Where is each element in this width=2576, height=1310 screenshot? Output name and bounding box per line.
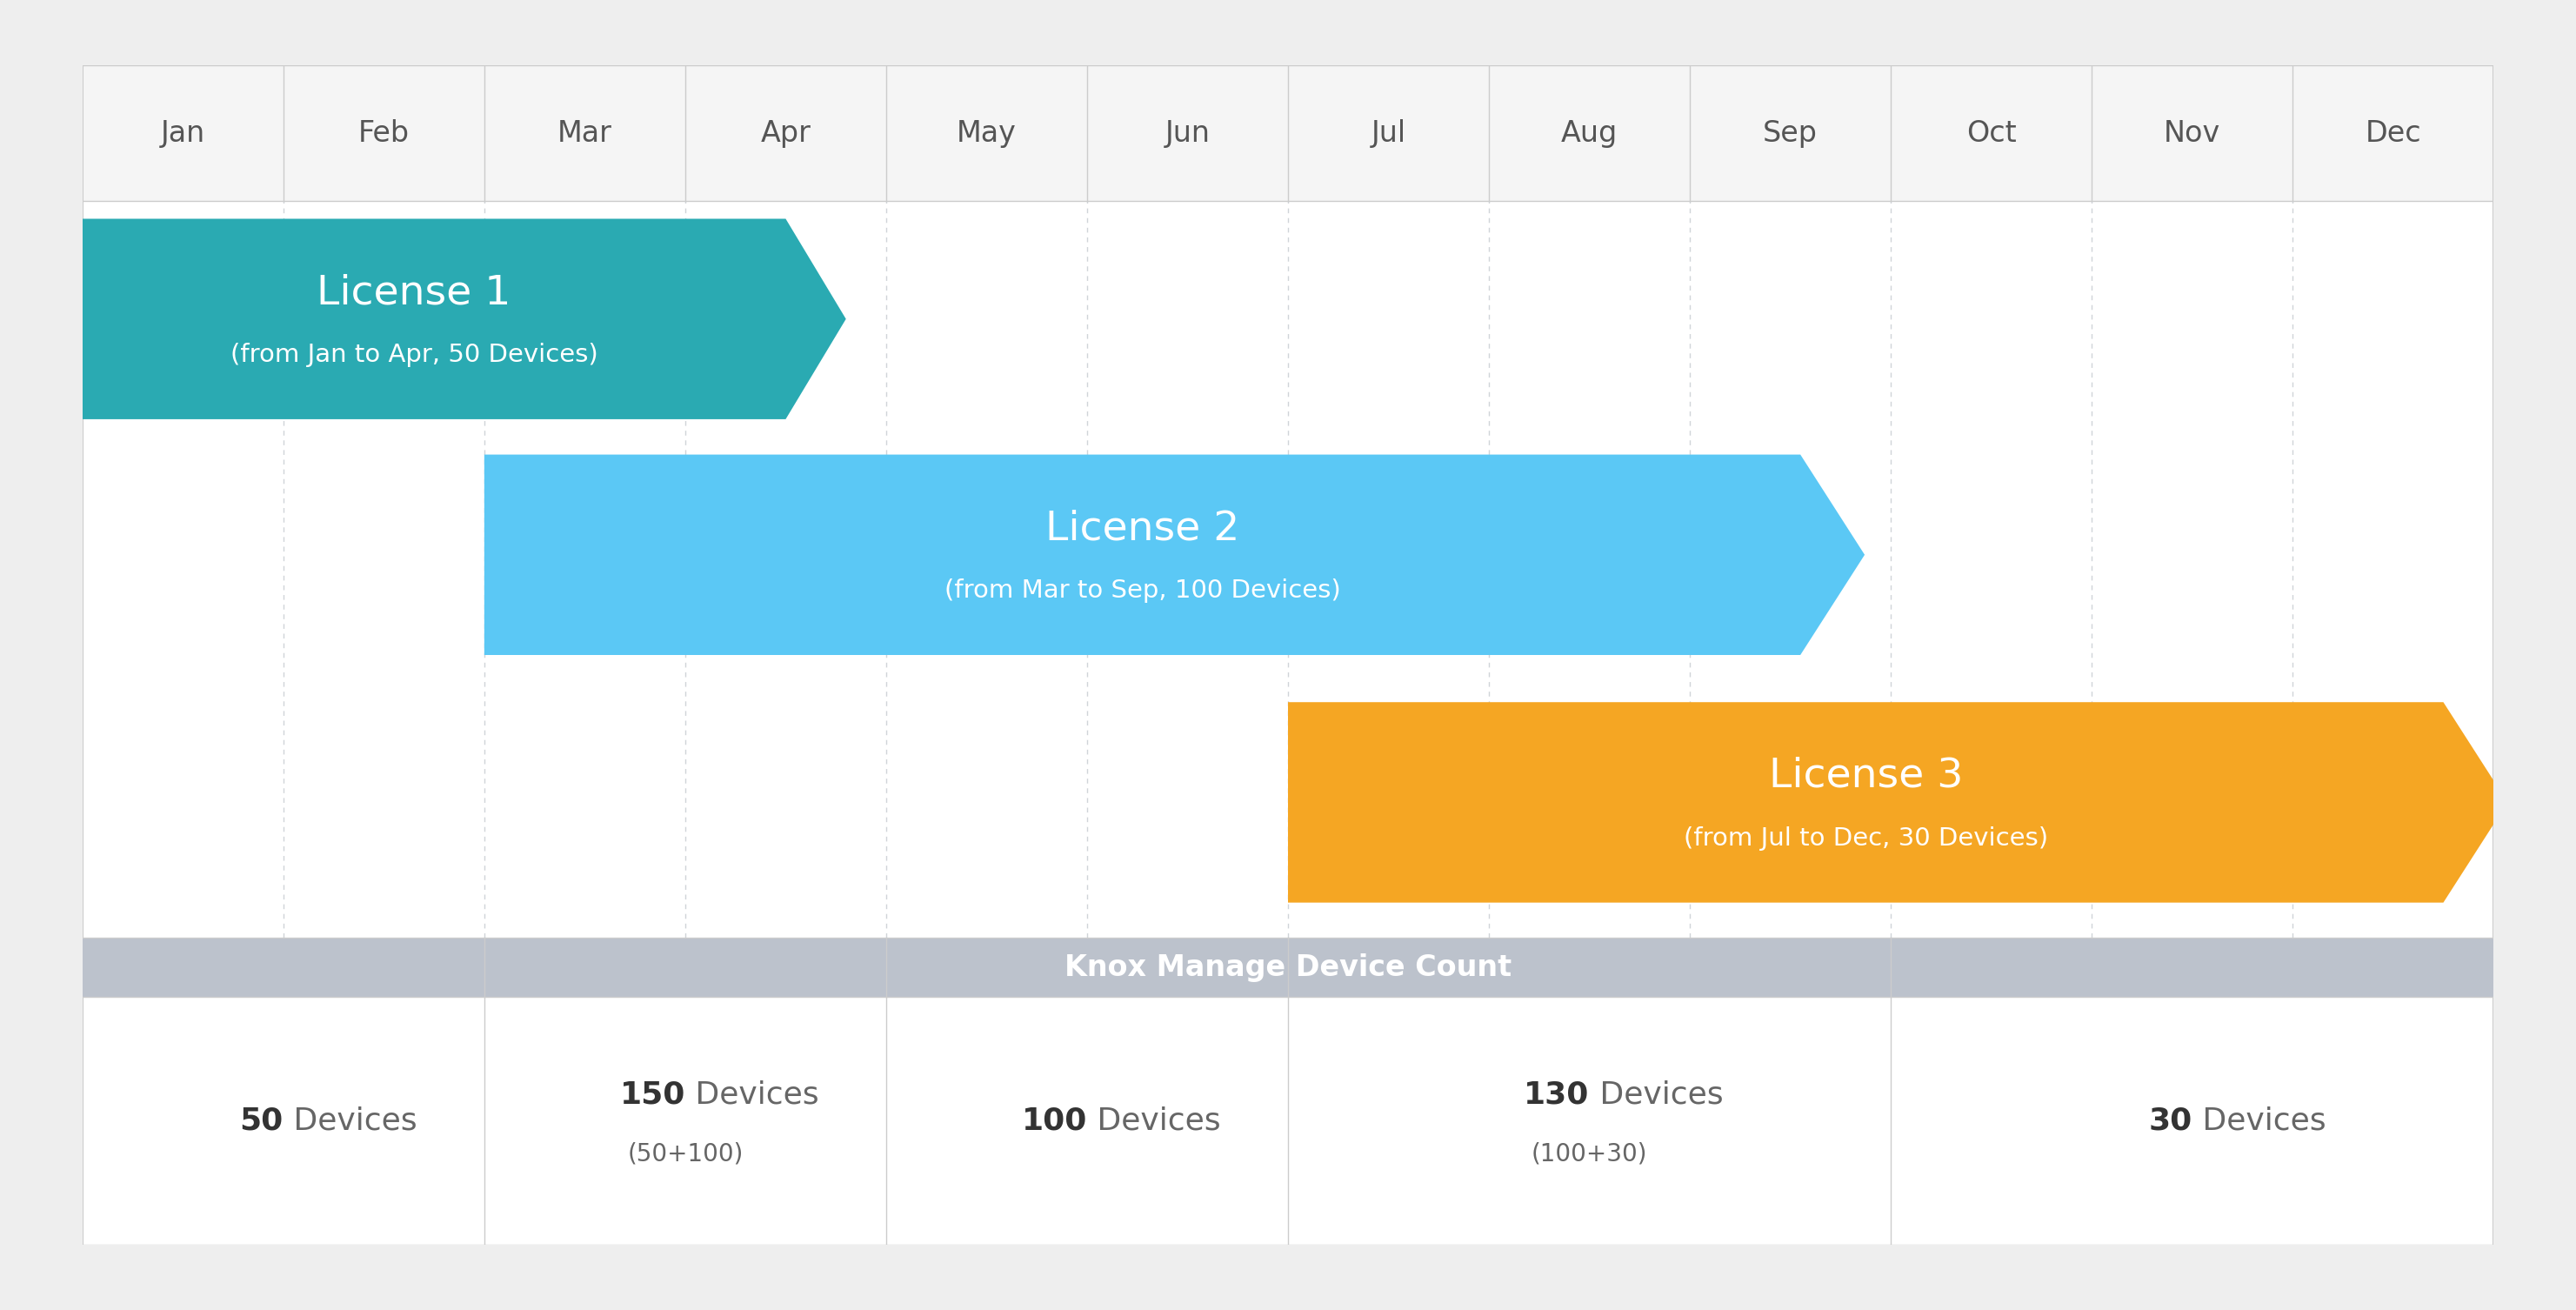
Text: (50+100): (50+100) [626, 1141, 744, 1166]
Bar [82, 66, 2494, 200]
Text: Aug: Aug [1561, 119, 1618, 148]
Text: 30: 30 [2148, 1106, 2192, 1136]
Text: 130: 130 [1525, 1079, 1589, 1110]
Text: 50: 50 [240, 1106, 283, 1136]
Text: Sep: Sep [1762, 119, 1819, 148]
Text: (from Mar to Sep, 100 Devices): (from Mar to Sep, 100 Devices) [945, 579, 1340, 603]
Text: Knox Manage Device Count: Knox Manage Device Count [1064, 954, 1512, 981]
Text: 150: 150 [621, 1079, 685, 1110]
Text: Devices: Devices [283, 1106, 417, 1136]
Text: Apr: Apr [760, 119, 811, 148]
Text: License 2: License 2 [1046, 510, 1239, 549]
Text: License 3: License 3 [1770, 757, 1963, 796]
Text: Devices: Devices [1087, 1106, 1221, 1136]
Bar [82, 938, 2494, 997]
Text: (from Jan to Apr, 50 Devices): (from Jan to Apr, 50 Devices) [229, 343, 598, 367]
Text: 100: 100 [1023, 1106, 1087, 1136]
Text: (from Jul to Dec, 30 Devices): (from Jul to Dec, 30 Devices) [1682, 827, 2048, 850]
Text: Oct: Oct [1965, 119, 2017, 148]
Text: (100+30): (100+30) [1530, 1141, 1649, 1166]
Text: Devices: Devices [685, 1079, 819, 1110]
Text: License 1: License 1 [317, 274, 510, 313]
Polygon shape [1288, 702, 2506, 903]
Text: Mar: Mar [556, 119, 613, 148]
Text: Feb: Feb [358, 119, 410, 148]
Polygon shape [82, 219, 845, 419]
Text: Nov: Nov [2164, 119, 2221, 148]
Text: Jun: Jun [1164, 119, 1211, 148]
Text: Devices: Devices [1589, 1079, 1723, 1110]
Text: May: May [956, 119, 1018, 148]
Polygon shape [484, 455, 1865, 655]
Text: Devices: Devices [2192, 1106, 2326, 1136]
Text: Jul: Jul [1370, 119, 1406, 148]
Text: Jan: Jan [160, 119, 206, 148]
Text: Dec: Dec [2365, 119, 2421, 148]
